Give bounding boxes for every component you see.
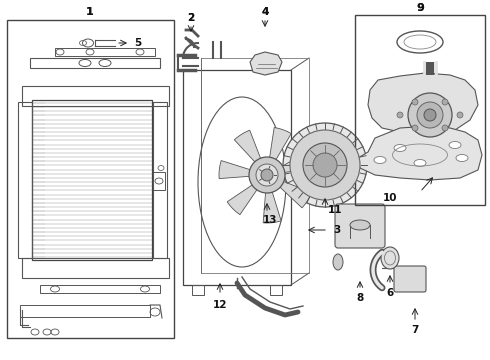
Text: 5: 5 bbox=[134, 38, 142, 48]
Circle shape bbox=[417, 102, 443, 128]
Text: 4: 4 bbox=[261, 7, 269, 17]
Polygon shape bbox=[250, 52, 282, 75]
Circle shape bbox=[408, 93, 452, 137]
FancyBboxPatch shape bbox=[394, 266, 426, 292]
Bar bbox=[153, 172, 165, 190]
Polygon shape bbox=[279, 151, 315, 173]
Bar bbox=[20, 305, 150, 317]
Bar bbox=[355, 15, 485, 205]
Ellipse shape bbox=[381, 247, 399, 269]
Circle shape bbox=[457, 112, 463, 118]
Circle shape bbox=[249, 157, 285, 193]
Bar bbox=[55, 48, 155, 56]
Polygon shape bbox=[368, 73, 478, 133]
Polygon shape bbox=[277, 180, 312, 208]
Text: 9: 9 bbox=[416, 3, 424, 13]
Text: 1: 1 bbox=[86, 7, 94, 17]
Text: 9: 9 bbox=[416, 3, 424, 13]
Ellipse shape bbox=[414, 159, 426, 166]
Text: 7: 7 bbox=[411, 325, 418, 335]
Text: 13: 13 bbox=[263, 215, 277, 225]
Text: 2: 2 bbox=[187, 13, 195, 23]
Text: 6: 6 bbox=[387, 288, 393, 298]
Circle shape bbox=[290, 130, 360, 200]
Text: 2: 2 bbox=[187, 13, 195, 23]
Text: 12: 12 bbox=[213, 300, 227, 310]
Circle shape bbox=[261, 169, 273, 181]
Bar bbox=[7, 20, 174, 338]
Text: 3: 3 bbox=[333, 225, 341, 235]
Bar bbox=[30, 58, 160, 68]
Bar bbox=[22, 86, 169, 106]
Circle shape bbox=[303, 143, 347, 187]
Circle shape bbox=[412, 99, 418, 105]
Bar bbox=[18, 102, 32, 258]
Polygon shape bbox=[269, 127, 291, 163]
Polygon shape bbox=[234, 130, 262, 165]
Circle shape bbox=[442, 99, 448, 105]
Circle shape bbox=[424, 109, 436, 121]
Bar bbox=[270, 285, 282, 295]
Ellipse shape bbox=[350, 220, 370, 230]
Polygon shape bbox=[219, 161, 254, 179]
FancyBboxPatch shape bbox=[335, 204, 385, 248]
Polygon shape bbox=[227, 183, 259, 215]
Ellipse shape bbox=[374, 157, 386, 163]
Bar bbox=[40, 285, 160, 293]
Circle shape bbox=[313, 153, 337, 177]
Circle shape bbox=[412, 125, 418, 131]
Ellipse shape bbox=[456, 154, 468, 162]
Text: 8: 8 bbox=[356, 293, 364, 303]
Bar bbox=[32, 100, 152, 260]
Text: 10: 10 bbox=[383, 193, 397, 203]
Bar bbox=[22, 258, 169, 278]
Text: 4: 4 bbox=[261, 7, 269, 17]
Ellipse shape bbox=[449, 141, 461, 149]
Bar bbox=[201, 58, 309, 273]
Polygon shape bbox=[358, 126, 482, 180]
Circle shape bbox=[442, 125, 448, 131]
Circle shape bbox=[397, 112, 403, 118]
Circle shape bbox=[256, 164, 278, 186]
Polygon shape bbox=[263, 188, 281, 223]
Ellipse shape bbox=[394, 144, 406, 152]
Circle shape bbox=[283, 123, 367, 207]
Bar bbox=[183, 70, 291, 285]
Bar bbox=[192, 285, 204, 295]
Text: 11: 11 bbox=[328, 205, 342, 215]
Text: 1: 1 bbox=[86, 7, 94, 17]
Bar bbox=[153, 102, 167, 258]
Ellipse shape bbox=[333, 254, 343, 270]
